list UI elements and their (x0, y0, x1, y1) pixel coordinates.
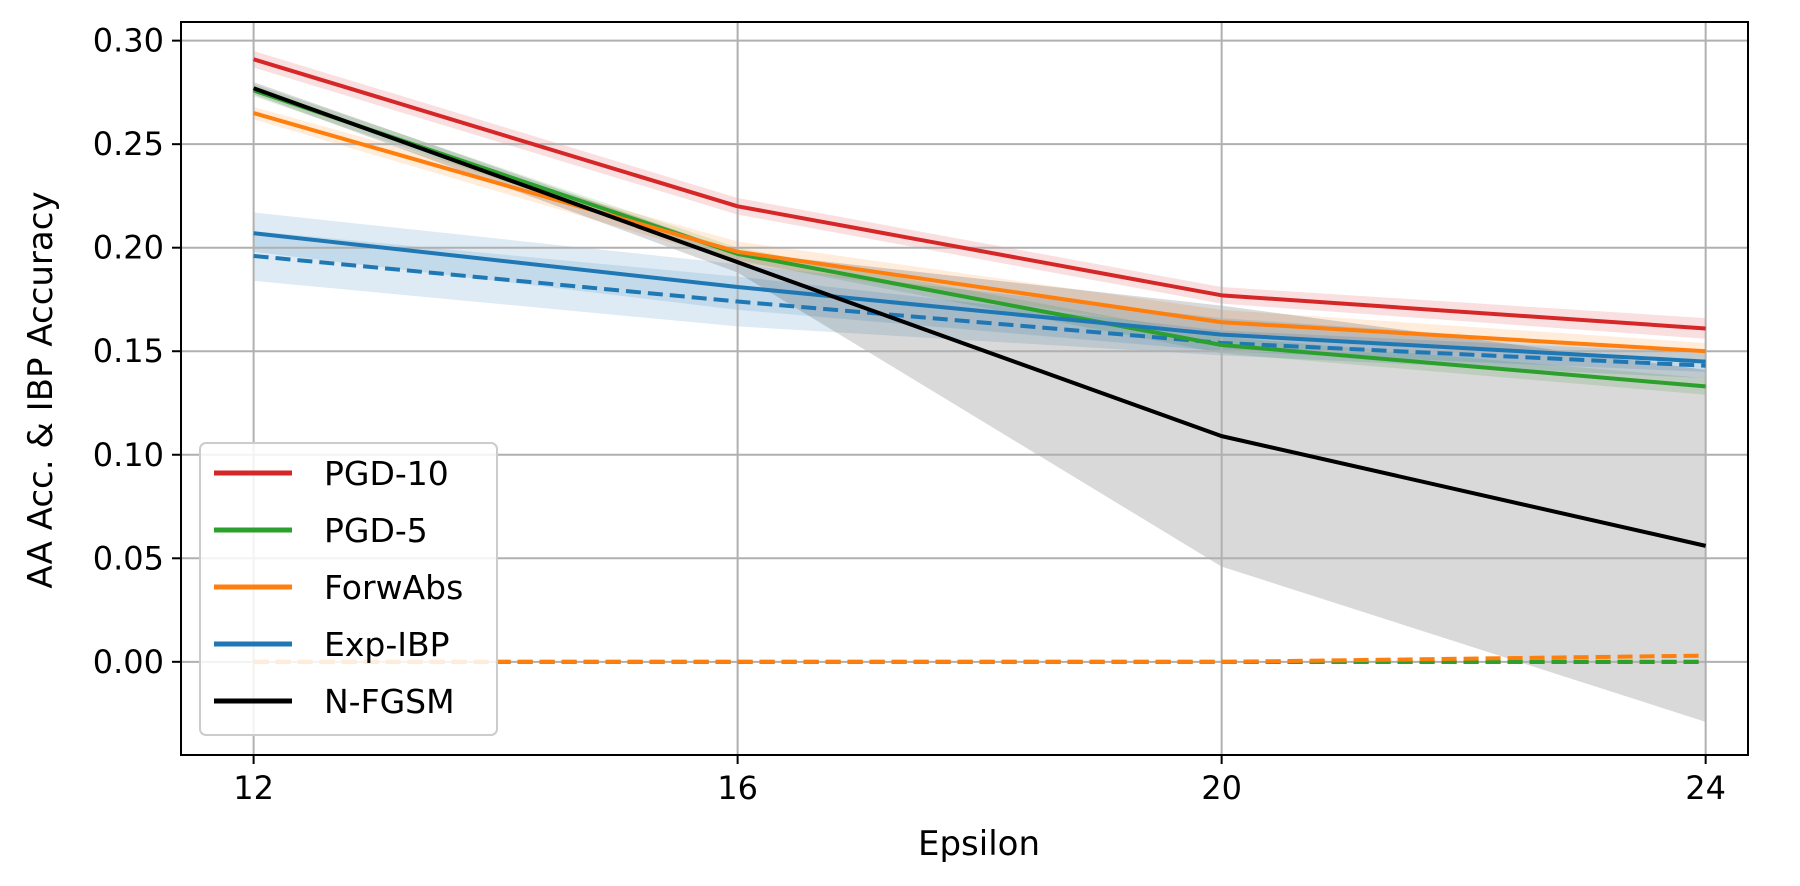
pgd-5-aa-line (252, 88, 1706, 389)
y-axis-label: AA Acc. & IBP Accuracy (21, 191, 61, 588)
y-tick-label: 0.15 (93, 332, 164, 370)
legend-label-pgd-5: PGD-5 (324, 511, 428, 550)
x-tick-label: 16 (717, 769, 758, 807)
axis-ticks: 12 16 20 24 0.00 0.05 0.10 0.15 0.20 0.25 0.30 (93, 22, 1726, 807)
n-fgsm-aa-band (253, 82, 1706, 722)
y-tick-label: 0.30 (93, 22, 164, 60)
y-tick-label: 0.25 (93, 125, 164, 163)
exp-ibp-ibp-line (253, 253, 1706, 368)
exp-ibp-aa-band (253, 212, 1706, 372)
x-tick-label: 12 (233, 769, 274, 807)
y-tick-label: 0.00 (93, 643, 164, 681)
y-tick-label: 0.05 (93, 539, 164, 577)
legend-label-exp-ibp: Exp-IBP (324, 625, 450, 664)
plot-frame (180, 21, 1749, 756)
legend-label-forwabs: ForwAbs (324, 568, 463, 607)
legend-label-n-fgsm: N-FGSM (324, 682, 455, 721)
pgd-10-aa-line (253, 57, 1706, 331)
forwabs-aa-band (253, 106, 1706, 360)
forwabs-aa-line (253, 111, 1706, 354)
n-fgsm-aa-line (252, 86, 1707, 548)
y-tick-label: 0.20 (93, 229, 164, 267)
legend: PGD-10 PGD-5 ForwAbs Exp-IBP N-FGSM (199, 442, 498, 736)
legend-frame (199, 442, 498, 736)
x-tick-label: 24 (1685, 769, 1726, 807)
x-tick-label: 20 (1201, 769, 1242, 807)
exp-ibp-aa-line (253, 231, 1706, 364)
y-tick-label: 0.10 (93, 436, 164, 474)
pgd-10-aa-band (253, 50, 1706, 339)
legend-label-pgd-10: PGD-10 (324, 454, 449, 493)
x-axis-label: Epsilon (918, 824, 1040, 864)
